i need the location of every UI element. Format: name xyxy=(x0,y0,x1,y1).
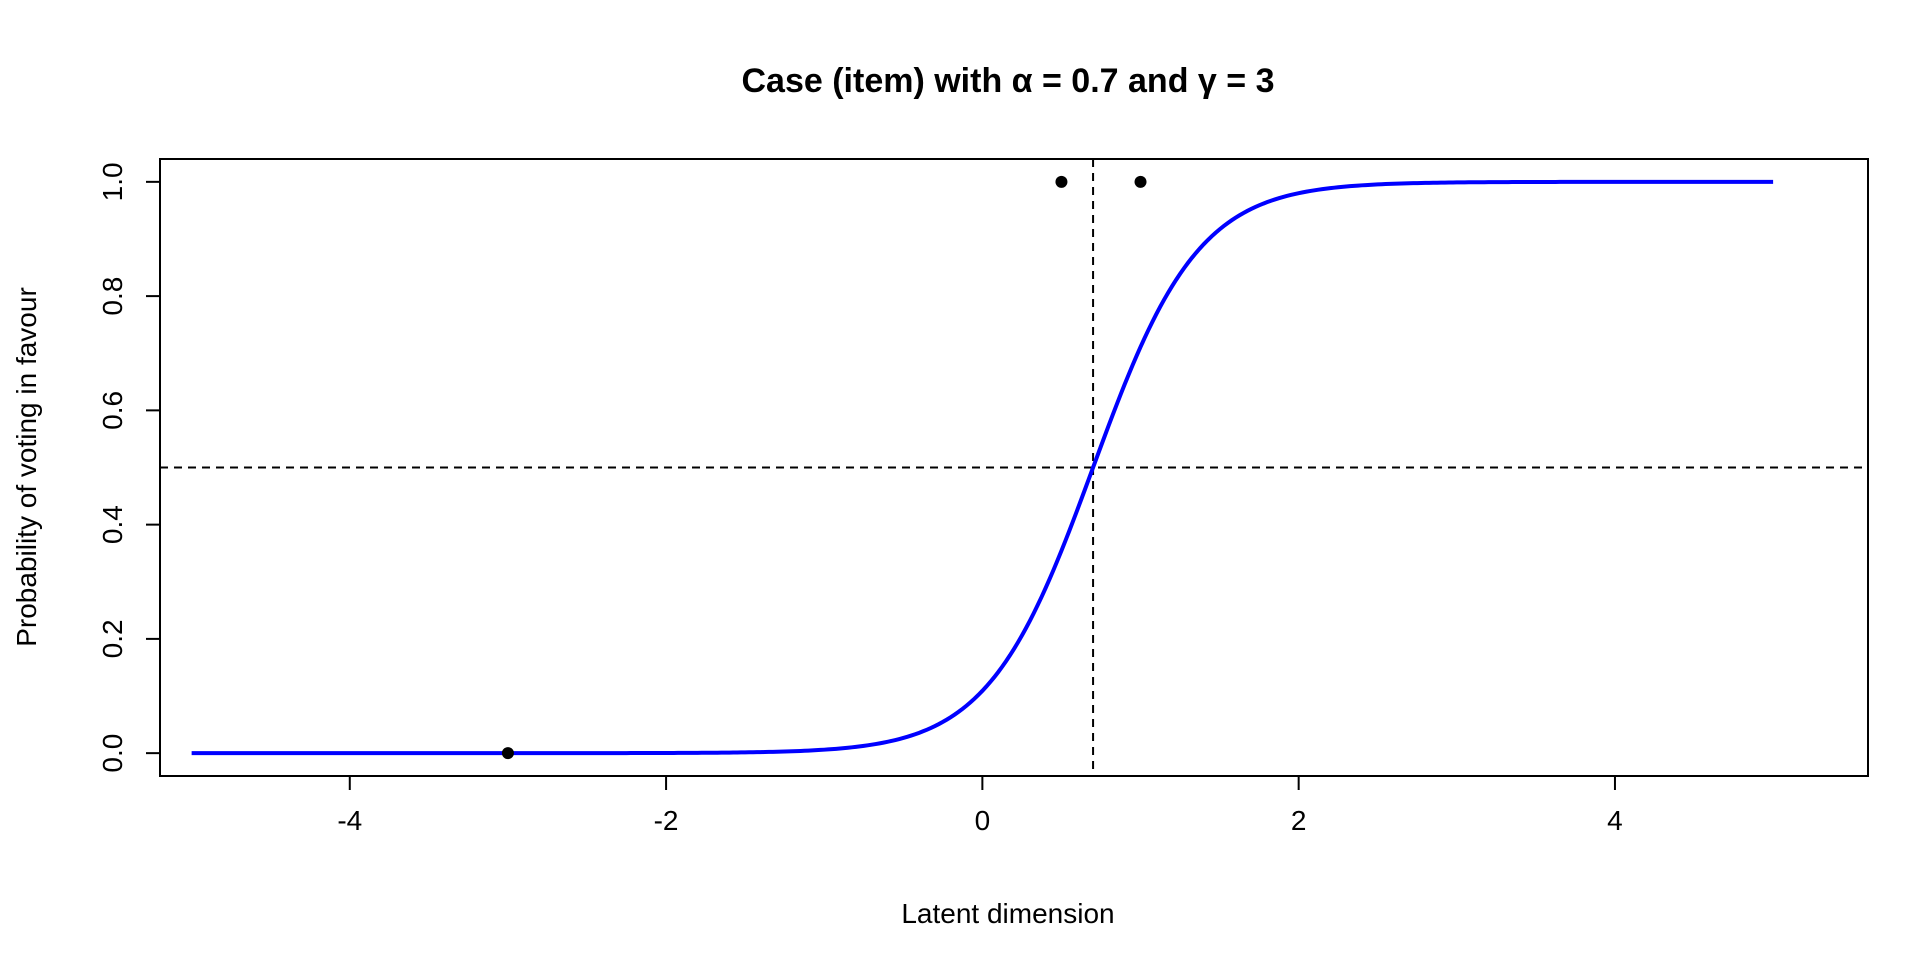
y-tick-label: 0.8 xyxy=(97,277,128,316)
data-point xyxy=(1055,175,1068,188)
y-tick-label: 0.0 xyxy=(97,734,128,773)
y-tick-label: 1.0 xyxy=(97,162,128,201)
y-tick-label: 0.2 xyxy=(97,619,128,658)
x-tick-label: 0 xyxy=(975,805,991,836)
plot-area: -4 -2 0 2 4 0.0 0.2 0.4 0.6 0.8 1.0 xyxy=(97,158,1869,836)
y-tick-label: 0.6 xyxy=(97,391,128,430)
data-point xyxy=(501,747,514,760)
x-tick-label: -2 xyxy=(654,805,679,836)
y-axis-label: Probability of voting in favour xyxy=(11,287,42,647)
y-tick-label: 0.4 xyxy=(97,505,128,544)
series-line xyxy=(191,179,1774,756)
x-axis-label: Latent dimension xyxy=(901,898,1114,929)
x-tick-label: 4 xyxy=(1607,805,1623,836)
x-tick-label: 2 xyxy=(1291,805,1307,836)
data-point xyxy=(1134,175,1147,188)
chart-title: Case (item) with α = 0.7 and γ = 3 xyxy=(742,62,1275,100)
x-tick-label: -4 xyxy=(337,805,362,836)
